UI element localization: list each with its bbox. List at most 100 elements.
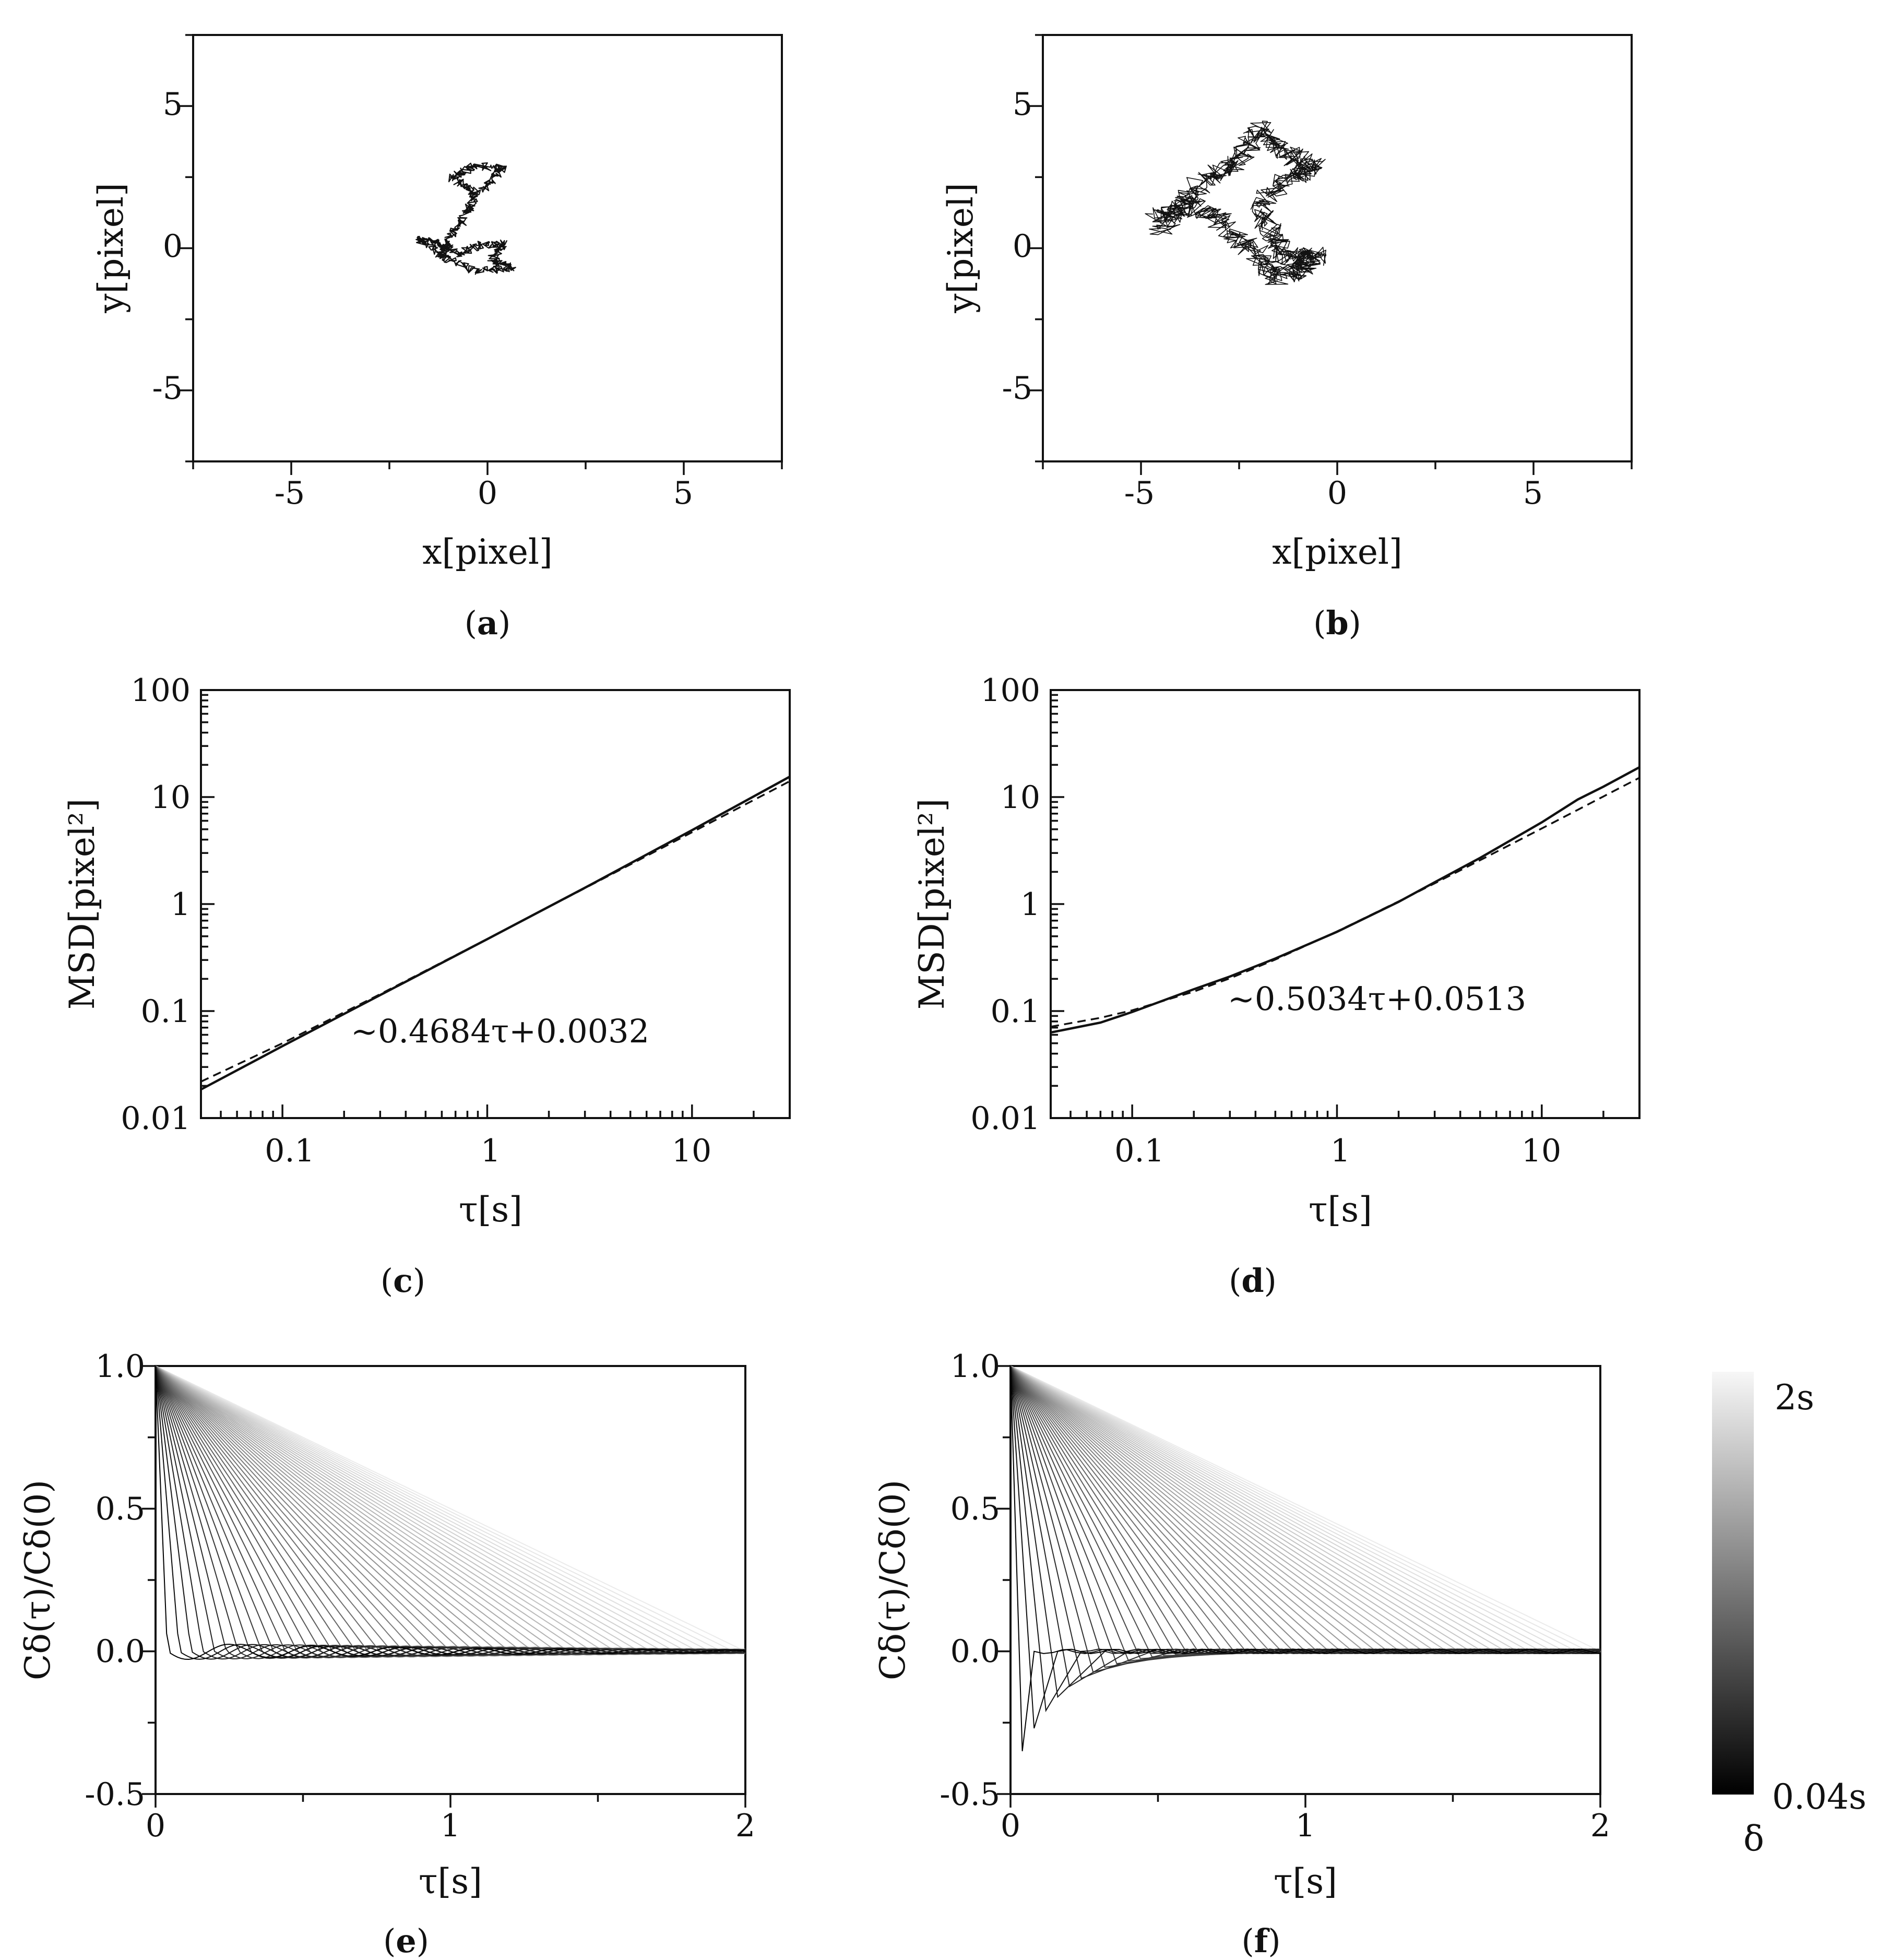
panel-c-ytick-label: 10 [151, 779, 191, 816]
colorbar-bottom-label: 0.04s [1772, 1777, 1867, 1817]
e-curve [155, 1365, 746, 1655]
panel-d-fit-annotation: ~0.5034τ+0.0513 [1228, 980, 1526, 1018]
panel-e-autocorrelation: 0 1 2 1.0 0.5 0.0 -0.5 τ[s] Cδ(τ)/Cδ(0) … [18, 1348, 755, 1960]
panel-e-xtick-label: 0 [146, 1808, 165, 1844]
panel-c-frame [200, 689, 791, 1119]
panel-f-ytick-label: 0.5 [950, 1491, 1000, 1527]
panel-a-xtick-label: 0 [478, 475, 497, 512]
e-curve [155, 1365, 746, 1654]
panel-f-ticks [997, 1365, 1601, 1808]
panel-b-xtick-label: 5 [1523, 475, 1543, 512]
panel-c-ytick-label: 0.01 [121, 1100, 191, 1137]
panel-d-ylabel: MSD[pixel²] [912, 799, 952, 1009]
panel-c-xlabel: τ[s] [459, 1190, 522, 1230]
panel-c-ytick-label: 100 [130, 672, 191, 709]
panel-e-ticks [142, 1365, 746, 1808]
e-curve [155, 1365, 746, 1652]
panel-c-xtick-label: 0.1 [265, 1133, 314, 1169]
panel-f-series [1010, 1365, 1601, 1752]
panel-b-ytick-label: -5 [1002, 370, 1032, 407]
e-curve [155, 1365, 746, 1654]
panel-a-trajectory: -5 0 5 5 0 -5 x[pixel] y[pixel] (a) [91, 34, 783, 642]
panel-a-frame [192, 34, 783, 462]
e-curve [155, 1365, 746, 1660]
panel-e-letter: e [396, 1922, 416, 1960]
panel-d-ticks [1050, 689, 1641, 1119]
panel-c-ylabel: MSD[pixel²] [62, 799, 102, 1009]
panel-d-label: (d) [1229, 1262, 1277, 1300]
panel-a-xtick-label: -5 [275, 475, 305, 512]
panel-b-series [1145, 121, 1327, 285]
e-curve [155, 1365, 746, 1655]
panel-c-label: (c) [381, 1262, 425, 1300]
panel-a-xtick-label: 5 [673, 475, 693, 512]
panel-d-xtick-label: 10 [1522, 1133, 1561, 1169]
panel-b-ticks [1029, 34, 1633, 475]
a-trajectory-line [415, 162, 516, 275]
e-curve [155, 1365, 746, 1654]
b-trajectory-line [1145, 121, 1327, 285]
panel-b-xtick-label: -5 [1124, 475, 1155, 512]
panel-b-xlabel: x[pixel] [1272, 532, 1402, 572]
panel-b-trajectory: -5 0 5 5 0 -5 x[pixel] y[pixel] (b) [941, 34, 1633, 642]
colorbar-gradient [1712, 1372, 1754, 1795]
panel-c-xtick-label: 1 [481, 1133, 501, 1169]
panel-e-ytick-label: 0.0 [96, 1633, 145, 1670]
panel-d-letter: d [1241, 1262, 1264, 1300]
panel-d-series [1050, 766, 1641, 1034]
panel-d-ytick-label: 100 [980, 672, 1040, 709]
colorbar-top-label: 2s [1775, 1377, 1814, 1418]
e-curve [155, 1365, 746, 1660]
panel-d-ytick-label: 0.01 [970, 1100, 1040, 1137]
panel-e-ytick-label: -0.5 [85, 1776, 145, 1813]
panel-f-label: (f) [1241, 1922, 1280, 1960]
panel-d-xtick-label: 0.1 [1114, 1133, 1164, 1169]
panel-a-letter: a [477, 604, 498, 642]
panel-d-ytick-label: 0.1 [991, 993, 1040, 1030]
panel-e-label: (e) [383, 1922, 429, 1960]
panel-f-xtick-label: 1 [1295, 1808, 1315, 1844]
panel-f-frame [1009, 1365, 1601, 1795]
panel-a-xlabel: x[pixel] [422, 532, 552, 572]
panel-b-letter: b [1326, 604, 1348, 642]
panel-f-ytick-label: -0.5 [940, 1776, 1000, 1813]
panel-b-ytick-label: 5 [1013, 86, 1032, 123]
panel-f-ylabel: Cδ(τ)/Cδ(0) [873, 1480, 913, 1680]
panel-a-ytick-label: 0 [163, 228, 183, 265]
panel-e-ytick-label: 1.0 [96, 1348, 145, 1385]
e-curve [155, 1365, 746, 1654]
panel-f-xtick-label: 0 [1001, 1808, 1020, 1844]
panel-e-series [155, 1365, 746, 1660]
panel-a-ticks [180, 34, 783, 475]
panel-d-frame [1050, 689, 1641, 1119]
panel-c-msd: 0.1 1 10 100 10 1 0.1 0.01 ~0.4684τ+0.00… [62, 672, 791, 1300]
panel-b-xtick-label: 0 [1327, 475, 1347, 512]
panel-a-ytick-label: 5 [163, 86, 183, 123]
panel-c-ytick-label: 1 [171, 886, 191, 923]
panel-d-ytick-label: 1 [1020, 886, 1040, 923]
panel-e-ytick-label: 0.5 [96, 1491, 145, 1527]
panel-c-series [200, 776, 791, 1091]
panel-b-ytick-label: 0 [1013, 228, 1032, 265]
panel-b-ylabel: y[pixel] [941, 183, 981, 314]
panel-f-autocorrelation: 0 1 2 1.0 0.5 0.0 -0.5 τ[s] Cδ(τ)/Cδ(0) … [873, 1348, 1610, 1960]
panel-d-ytick-label: 10 [1001, 779, 1040, 816]
panel-b-frame [1042, 34, 1633, 462]
panel-e-xtick-label: 1 [441, 1808, 460, 1844]
panel-e-xtick-label: 2 [735, 1808, 755, 1844]
e-curve [155, 1365, 746, 1660]
panel-a-ylabel: y[pixel] [91, 183, 131, 314]
panel-f-xtick-label: 2 [1590, 1808, 1610, 1844]
panel-c-ytick-label: 0.1 [141, 993, 191, 1030]
e-curve [155, 1365, 746, 1660]
panel-c-letter: c [393, 1262, 413, 1300]
panel-c-fit-annotation: ~0.4684τ+0.0032 [351, 1012, 649, 1050]
f-curve [1010, 1365, 1601, 1652]
panel-a-ytick-label: -5 [152, 370, 183, 407]
panel-a-series [415, 162, 516, 275]
colorbar: 2s 0.04s δ [1712, 1372, 1867, 1859]
panel-d-msd: 0.1 1 10 100 10 1 0.1 0.01 ~0.5034τ+0.05… [912, 672, 1641, 1300]
c-dashed-line [200, 780, 790, 1083]
panel-c-xtick-label: 10 [672, 1133, 711, 1169]
panel-b-label: (b) [1313, 604, 1361, 642]
